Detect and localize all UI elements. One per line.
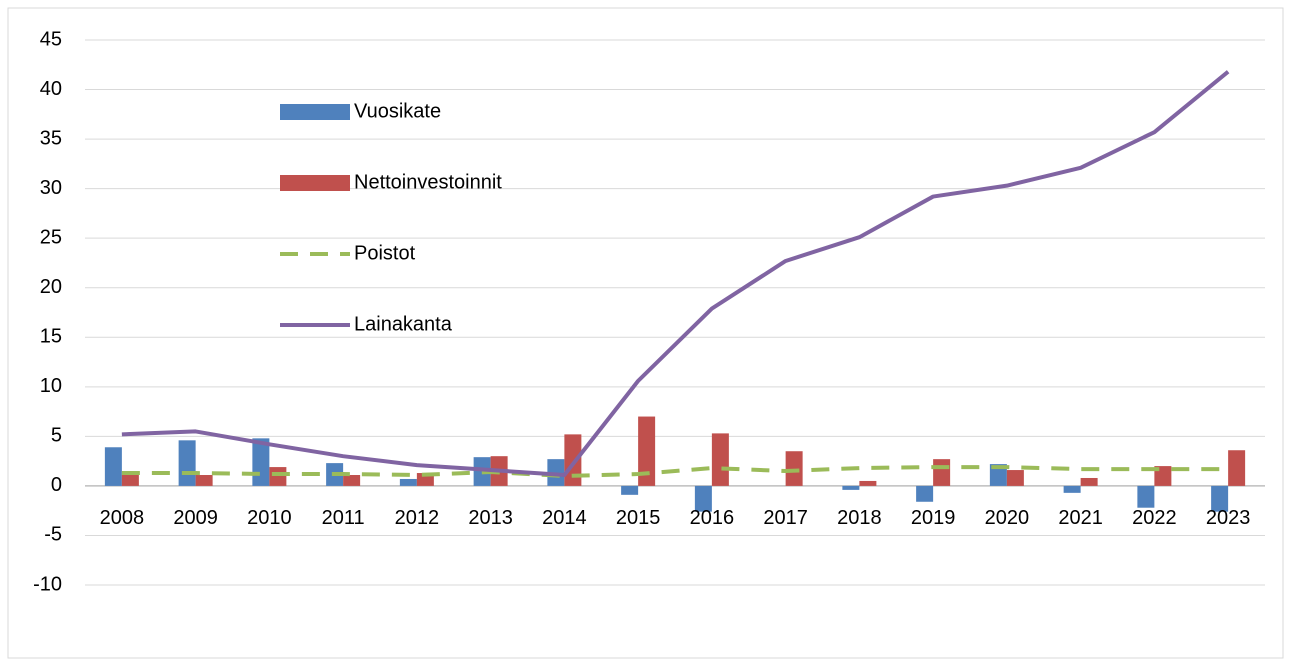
x-tick-label: 2012	[395, 507, 440, 529]
x-tick-label: 2008	[100, 507, 145, 529]
y-tick-label: -10	[33, 573, 62, 595]
chart-border	[7, 7, 1284, 659]
bar	[1063, 485, 1081, 493]
bar	[859, 480, 877, 486]
bar	[1211, 485, 1229, 512]
legend-label: Lainakanta	[354, 313, 453, 335]
x-tick-label: 2022	[1132, 507, 1177, 529]
bar	[195, 475, 213, 486]
legend-swatch	[280, 175, 350, 191]
x-tick-label: 2021	[1058, 507, 1103, 529]
bar	[1080, 477, 1098, 486]
bar	[399, 478, 417, 486]
bar	[621, 485, 639, 495]
bar	[178, 440, 196, 486]
y-tick-label: -5	[44, 524, 62, 546]
x-tick-label: 2017	[763, 507, 808, 529]
legend-swatch	[280, 104, 350, 120]
y-tick-label: 45	[40, 28, 62, 50]
y-tick-label: 25	[40, 226, 62, 248]
bar	[638, 416, 656, 486]
bar	[1006, 470, 1024, 486]
x-tick-label: 2014	[542, 507, 587, 529]
legend-label: Nettoinvestoinnit	[354, 171, 502, 193]
x-tick-label: 2023	[1206, 507, 1251, 529]
line	[121, 70, 1230, 478]
x-tick-label: 2015	[616, 507, 661, 529]
y-tick-label: 10	[40, 375, 62, 397]
y-tick-label: 40	[40, 78, 62, 100]
y-tick-label: 0	[51, 474, 62, 496]
x-tick-label: 2020	[985, 507, 1030, 529]
x-tick-label: 2009	[173, 507, 218, 529]
bar	[104, 447, 122, 486]
legend-label: Vuosikate	[354, 100, 441, 122]
bar	[785, 451, 803, 486]
x-tick-label: 2013	[468, 507, 513, 529]
y-tick-label: 5	[51, 425, 62, 447]
bar	[564, 434, 582, 486]
bar	[916, 485, 934, 502]
y-tick-label: 30	[40, 177, 62, 199]
bar	[933, 459, 951, 486]
y-tick-label: 35	[40, 127, 62, 149]
bar	[1137, 485, 1155, 508]
x-tick-label: 2018	[837, 507, 882, 529]
bar	[121, 475, 139, 486]
bar	[269, 467, 287, 486]
x-tick-label: 2019	[911, 507, 956, 529]
line	[121, 465, 1229, 478]
bar	[694, 485, 712, 512]
legend-label: Poistot	[354, 242, 416, 264]
bar	[1228, 450, 1246, 486]
bar	[989, 464, 1007, 486]
bar	[343, 475, 361, 486]
x-tick-label: 2016	[690, 507, 735, 529]
bar	[842, 485, 860, 490]
bar	[711, 433, 729, 486]
y-tick-label: 20	[40, 276, 62, 298]
x-tick-label: 2010	[247, 507, 292, 529]
x-tick-label: 2011	[322, 507, 365, 529]
y-tick-label: 15	[40, 326, 62, 348]
